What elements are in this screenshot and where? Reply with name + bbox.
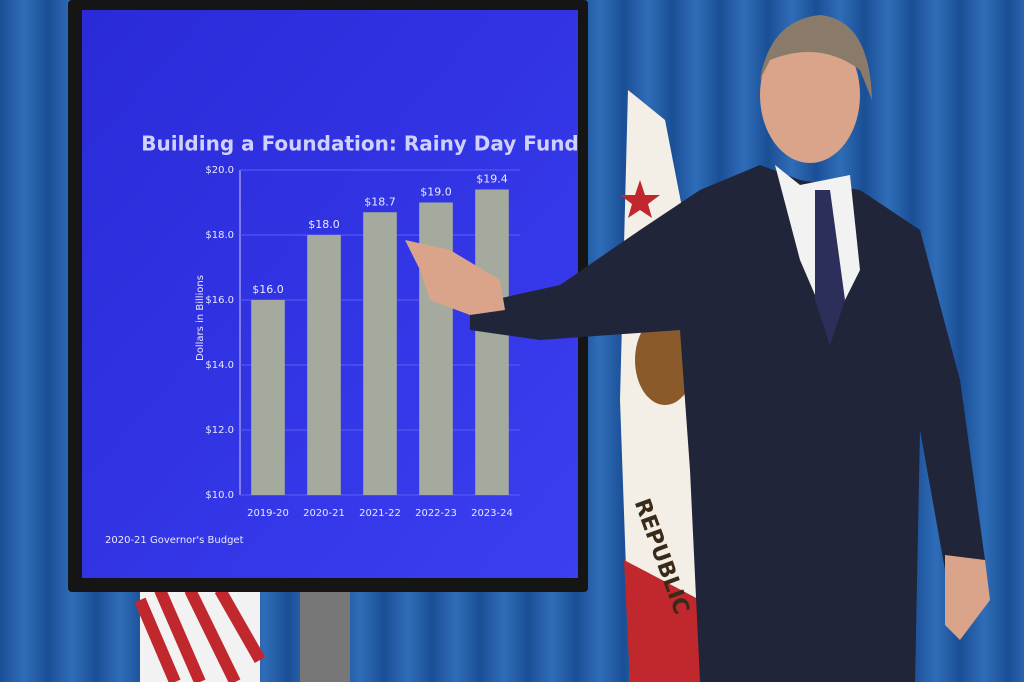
- x-tick-label: 2019-20: [247, 508, 289, 519]
- y-tick-label: $10.0: [205, 490, 234, 501]
- x-tick-label: 2020-21: [303, 508, 345, 519]
- y-tick-label: $18.0: [205, 230, 234, 241]
- footnote: 2020-21 Governor's Budget: [105, 535, 244, 546]
- x-tick-label: 2021-22: [359, 508, 401, 519]
- y-tick-label: $14.0: [205, 360, 234, 371]
- value-label: $18.0: [308, 218, 340, 231]
- value-label: $18.7: [364, 195, 396, 208]
- value-label: $19.4: [476, 173, 508, 186]
- bar: [307, 235, 341, 495]
- bar: [363, 212, 397, 495]
- y-tick-label: $12.0: [205, 425, 234, 436]
- x-tick-label: 2023-24: [471, 508, 513, 519]
- chart-title: Building a Foundation: Rainy Day Fund: [141, 132, 579, 156]
- y-axis-label: Dollars in Billions: [195, 275, 206, 361]
- bar: [251, 300, 285, 495]
- person: [405, 15, 990, 682]
- y-tick-label: $20.0: [205, 165, 234, 176]
- x-tick-label: 2022-23: [415, 508, 457, 519]
- bar: [475, 189, 509, 495]
- value-label: $16.0: [252, 283, 284, 296]
- y-tick-label: $16.0: [205, 295, 234, 306]
- stand: [300, 585, 350, 682]
- value-label: $19.0: [420, 186, 452, 199]
- us-flag: [134, 587, 266, 685]
